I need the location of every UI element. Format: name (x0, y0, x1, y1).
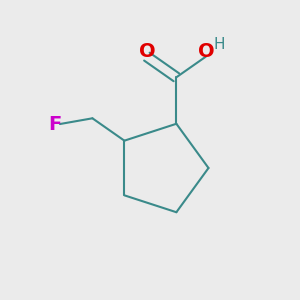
Text: O: O (197, 42, 214, 61)
Text: O: O (139, 42, 155, 61)
Text: F: F (48, 115, 61, 134)
Text: H: H (214, 37, 225, 52)
